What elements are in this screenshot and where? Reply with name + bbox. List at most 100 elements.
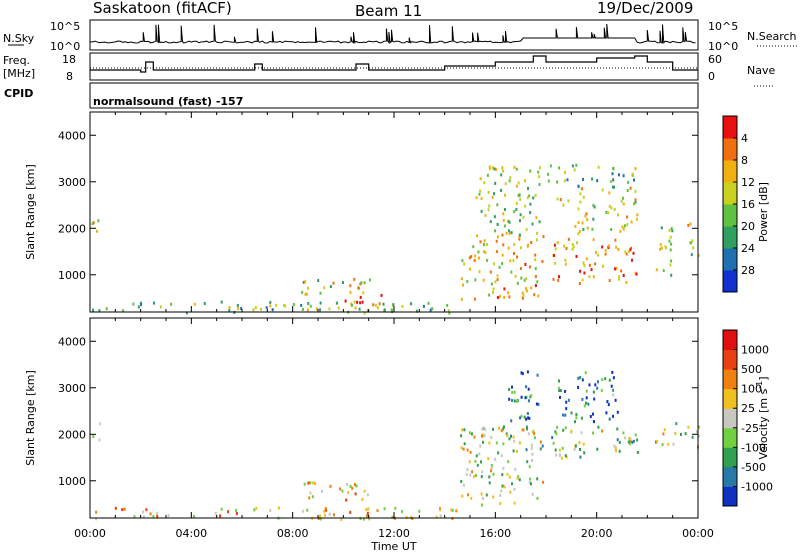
range-gate-cell bbox=[220, 300, 223, 304]
range-gate-cell bbox=[329, 484, 332, 488]
range-gate-cell bbox=[561, 456, 563, 460]
range-gate-cell bbox=[156, 511, 159, 515]
range-gate-cell bbox=[306, 508, 309, 512]
range-gate-cell bbox=[193, 515, 195, 518]
range-gate-cell bbox=[478, 192, 481, 196]
range-gate-cell bbox=[564, 258, 567, 262]
range-gate-cell bbox=[524, 396, 527, 400]
range-gate-cell bbox=[366, 493, 369, 497]
range-gate-cell bbox=[462, 447, 465, 451]
range-gate-cell bbox=[675, 422, 678, 426]
range-gate-cell bbox=[577, 385, 580, 389]
range-gate-cell bbox=[447, 309, 450, 313]
range-gate-cell bbox=[525, 385, 528, 389]
range-gate-cell bbox=[355, 484, 358, 488]
range-gate-cell bbox=[506, 472, 509, 476]
range-gate-cell bbox=[508, 220, 511, 224]
range-gate-cell bbox=[528, 194, 531, 198]
range-gate-cell bbox=[556, 180, 559, 184]
colorbar-segment bbox=[723, 427, 737, 448]
range-gate-cell bbox=[340, 518, 343, 521]
range-gate-cell bbox=[633, 202, 636, 206]
range-gate-cell bbox=[589, 415, 592, 418]
range-gate-cell bbox=[455, 509, 458, 513]
range-gate-cell bbox=[392, 303, 395, 307]
range-gate-cell bbox=[492, 495, 495, 499]
range-gate-cell bbox=[578, 282, 581, 285]
range-gate-cell bbox=[562, 428, 565, 432]
range-gate-cell bbox=[508, 229, 511, 233]
range-gate-cell bbox=[275, 303, 278, 307]
range-gate-cell bbox=[557, 386, 560, 390]
range-gate-cell bbox=[489, 220, 492, 224]
x-axis-label: Time UT bbox=[370, 540, 416, 553]
range-gate-cell bbox=[490, 469, 492, 473]
range-gate-cell bbox=[376, 306, 379, 310]
range-gate-cell bbox=[626, 215, 629, 219]
range-gate-cell bbox=[508, 475, 511, 479]
range-gate-cell bbox=[597, 253, 599, 257]
range-gate-cell bbox=[228, 306, 231, 310]
range-gate-cell bbox=[488, 165, 491, 169]
range-gate-cell bbox=[319, 517, 322, 521]
range-gate-cell bbox=[554, 247, 557, 251]
nave-tick-hi: 60 bbox=[708, 53, 722, 66]
range-gate-cell bbox=[519, 246, 522, 250]
range-gate-cell bbox=[488, 481, 491, 485]
range-gate-cell bbox=[535, 216, 538, 220]
range-gate-cell bbox=[579, 375, 582, 379]
range-gate-cell bbox=[506, 434, 509, 438]
range-gate-cell bbox=[363, 281, 366, 285]
range-gate-cell bbox=[608, 378, 611, 382]
range-gate-cell bbox=[575, 416, 578, 420]
range-gate-cell bbox=[520, 395, 523, 399]
colorbar-tick-label: 16 bbox=[741, 198, 755, 211]
colorbar-tick-label: 1000 bbox=[741, 344, 769, 357]
range-gate-cell bbox=[631, 172, 634, 176]
range-gate-cell bbox=[283, 303, 286, 307]
colorbar-tick-label: 8 bbox=[741, 154, 748, 167]
range-gate-cell bbox=[620, 269, 623, 273]
range-gate-cell bbox=[634, 198, 637, 202]
range-gate-cell bbox=[470, 255, 473, 259]
range-gate-cell bbox=[324, 507, 327, 510]
range-gate-cell bbox=[480, 197, 483, 201]
range-gate-cell bbox=[616, 410, 619, 414]
range-gate-cell bbox=[503, 224, 506, 228]
beam-title: Beam 11 bbox=[355, 2, 422, 20]
range-gate-cell bbox=[484, 251, 487, 255]
range-gate-cell bbox=[143, 515, 146, 519]
range-gate-cell bbox=[620, 199, 623, 203]
range-gate-cell bbox=[537, 294, 540, 298]
range-gate-cell bbox=[584, 371, 587, 375]
range-gate-cell bbox=[533, 436, 536, 440]
range-gate-cell bbox=[513, 243, 516, 247]
range-gate-cell bbox=[612, 376, 615, 380]
range-gate-cell bbox=[530, 482, 532, 486]
range-gate-cell bbox=[516, 450, 518, 453]
range-gate-cell bbox=[611, 172, 614, 176]
range-gate-cell bbox=[518, 478, 521, 482]
range-gate-cell bbox=[142, 510, 145, 514]
range-gate-cell bbox=[236, 303, 239, 307]
range-gate-cell bbox=[687, 425, 690, 429]
range-gate-cell bbox=[376, 509, 379, 513]
range-gate-cell bbox=[614, 398, 617, 402]
range-gate-cell bbox=[622, 274, 625, 277]
range-gate-cell bbox=[92, 435, 95, 438]
range-gate-cell bbox=[508, 179, 511, 183]
nsky-tick-lo: 10^0 bbox=[50, 40, 80, 53]
range-gate-cell bbox=[478, 270, 481, 274]
range-gate-cell bbox=[691, 435, 694, 439]
range-gate-cell bbox=[487, 457, 490, 461]
range-gate-cell bbox=[525, 417, 528, 421]
range-gate-cell bbox=[500, 489, 503, 493]
range-gate-cell bbox=[629, 439, 632, 443]
range-gate-cell bbox=[563, 179, 566, 183]
range-gate-cell bbox=[300, 303, 303, 307]
range-gate-cell bbox=[512, 435, 515, 439]
station-title: Saskatoon (fitACF) bbox=[93, 0, 232, 17]
range-gate-cell bbox=[612, 166, 615, 170]
velocity-heatmap bbox=[92, 370, 700, 521]
freq-trace bbox=[90, 55, 698, 73]
